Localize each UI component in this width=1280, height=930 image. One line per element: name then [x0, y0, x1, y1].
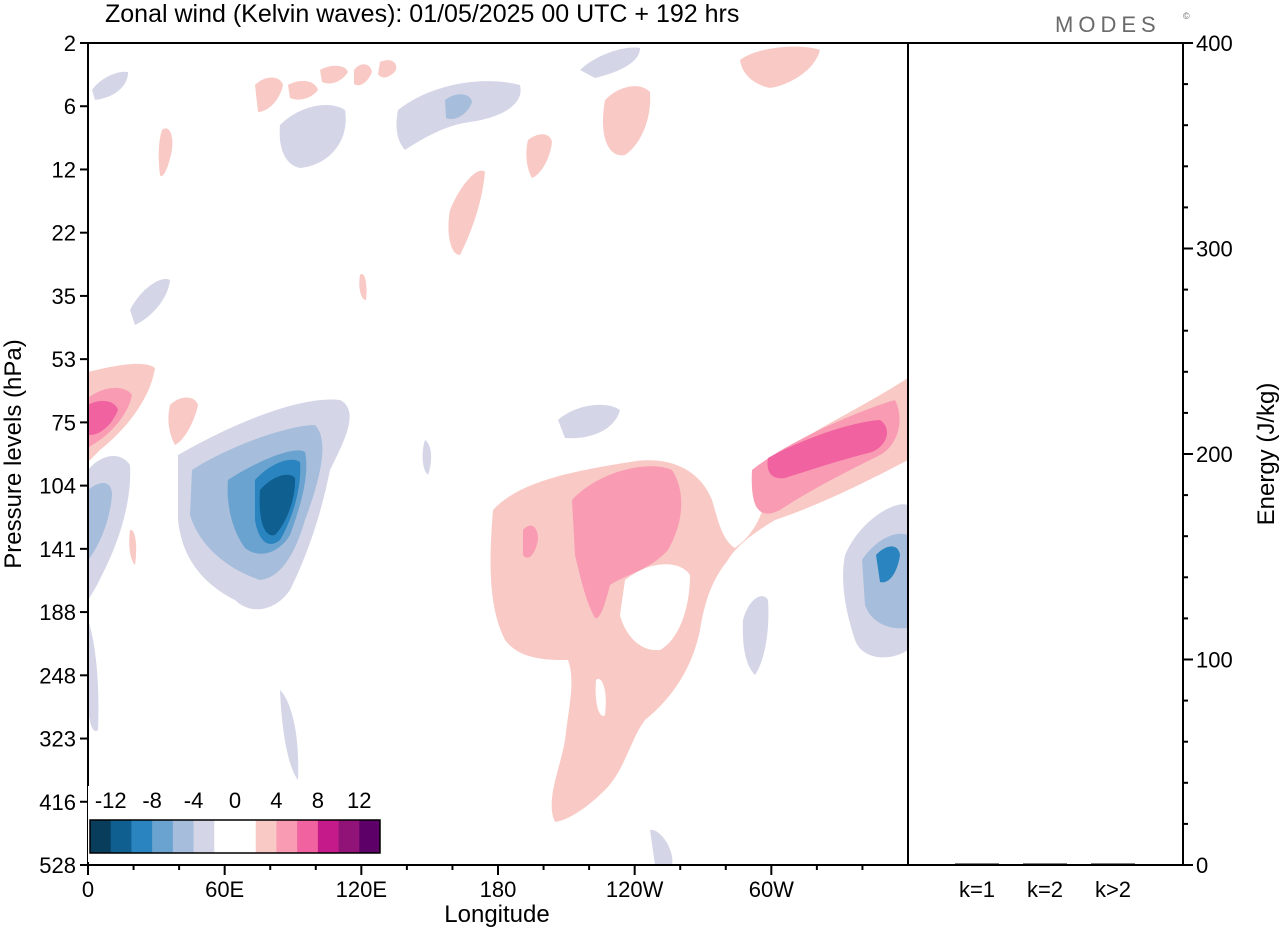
energy-category-label: k=2 [1027, 877, 1063, 902]
colorbar-swatch [235, 820, 257, 853]
energy-category-label: k>2 [1095, 877, 1131, 902]
energy-category-label: k=1 [959, 877, 995, 902]
y-tick-label: 12 [52, 157, 76, 182]
blob-negative [280, 690, 299, 780]
blob-positive [129, 529, 137, 565]
chart-title: Zonal wind (Kelvin waves): 01/05/2025 00… [105, 0, 739, 28]
colorbar-swatch [297, 820, 319, 853]
y-tick-label: 6 [64, 94, 76, 119]
blob-negative [445, 94, 472, 120]
blob-negative [650, 829, 673, 865]
energy-tick-label: 100 [1196, 648, 1233, 673]
colorbar-swatch [255, 820, 277, 853]
blob-positive [378, 60, 397, 78]
colorbar-swatch [193, 820, 215, 853]
colorbar-swatch [214, 820, 236, 853]
blob-hole [595, 679, 606, 716]
x-tick-label: 120E [336, 877, 387, 902]
colorbar-swatch [276, 820, 298, 853]
blob-positive [359, 273, 367, 300]
energy-bars: k=1 k=2 k>2 [955, 863, 1135, 902]
y-tick-label: 323 [39, 727, 76, 752]
energy-bar [955, 863, 999, 865]
blob-positive [354, 64, 372, 86]
x-tick-label: 60W [749, 877, 794, 902]
y-tick-label: 53 [52, 347, 76, 372]
colorbar-border [89, 819, 381, 854]
y-tick-label: 141 [39, 537, 76, 562]
colorbar-swatch [152, 820, 174, 853]
y-tick-label: 104 [39, 474, 76, 499]
blob-positive [602, 86, 651, 156]
x-tick-label: 180 [480, 877, 517, 902]
blob-positive [320, 65, 348, 84]
colorbar-swatch [172, 820, 195, 853]
y-axis-label: Pressure levels (hPa) [0, 339, 27, 568]
blob-positive [767, 420, 887, 479]
blob-negative [422, 440, 432, 475]
x-tick-label: 60E [205, 877, 244, 902]
y-tick-label: 35 [52, 284, 76, 309]
blob-negative [88, 483, 112, 560]
colorbar-swatch [338, 820, 360, 853]
blob-positive [168, 397, 198, 445]
blob-positive [526, 134, 552, 178]
x-axis-label: Longitude [444, 901, 549, 928]
y-tick-label: 75 [52, 410, 76, 435]
colorbar-label: 12 [347, 788, 371, 813]
blob-negative [259, 474, 296, 536]
energy-tick-label: 300 [1196, 237, 1233, 262]
colorbar-swatch [90, 820, 112, 853]
y-tick-label: 416 [39, 790, 76, 815]
blob-negative [279, 105, 346, 168]
heatmap-contours [88, 46, 908, 865]
blob-negative [742, 596, 769, 675]
x-tick-label: 120W [606, 877, 664, 902]
blob-positive [158, 128, 173, 177]
colorbar-label: -12 [95, 788, 127, 813]
blob-negative [130, 279, 170, 325]
y-tick-label: 248 [39, 663, 76, 688]
colorbar-swatch [359, 820, 381, 853]
colorbar-label: 0 [229, 788, 241, 813]
blob-negative [876, 546, 900, 583]
blob-positive [572, 466, 682, 619]
logo-copyright-mark: © [1183, 11, 1190, 21]
colorbar-swatch [110, 820, 132, 853]
colorbar-label: -8 [142, 788, 162, 813]
x-tick-label: 0 [82, 877, 94, 902]
colorbar-label: 4 [270, 788, 282, 813]
colorbar-label: -4 [184, 788, 204, 813]
colorbar: -12 -8 -4 0 4 8 12 [89, 788, 381, 854]
blob-negative [92, 71, 128, 100]
energy-tick-label: 200 [1196, 442, 1233, 467]
y-tick-label: 528 [39, 853, 76, 878]
colorbar-swatch [317, 820, 340, 853]
y-tick-label: 2 [64, 31, 76, 56]
energy-bar [1023, 863, 1067, 865]
blob-positive [448, 170, 485, 255]
energy-tick-label: 0 [1196, 853, 1208, 878]
blob-positive [88, 400, 118, 435]
blob-positive [255, 77, 283, 112]
y-tick-label: 188 [39, 600, 76, 625]
blob-negative [580, 47, 640, 78]
modes-logo: MODES [1055, 12, 1161, 37]
colorbar-label: 8 [312, 788, 324, 813]
energy-tick-label: 400 [1196, 31, 1233, 56]
colorbar-swatch [131, 820, 153, 853]
energy-axis-label: Energy (J/kg) [1253, 383, 1280, 526]
axis-ticks [80, 42, 1193, 875]
blob-negative [558, 404, 620, 439]
blob-positive [288, 80, 318, 100]
blob-positive [523, 525, 538, 558]
energy-bar [1091, 863, 1135, 865]
blob-hole [620, 564, 690, 651]
blob-negative [88, 620, 99, 731]
blob-positive [740, 46, 820, 88]
y-tick-label: 22 [52, 221, 76, 246]
